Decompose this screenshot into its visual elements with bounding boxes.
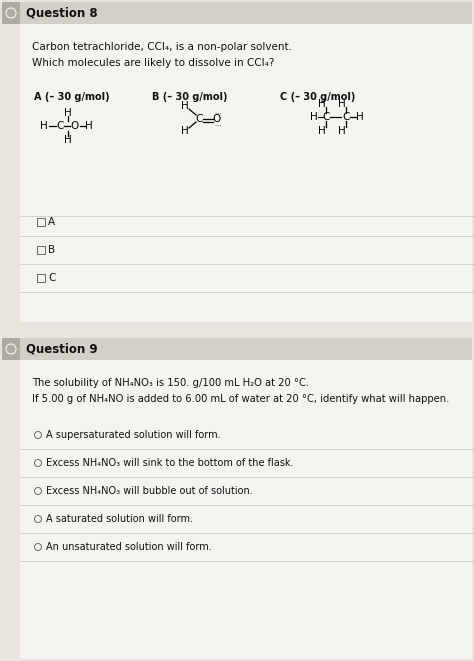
Text: A saturated solution will form.: A saturated solution will form. [46,514,193,524]
Text: Question 8: Question 8 [26,7,98,20]
Text: ⋯: ⋯ [214,110,220,116]
Bar [0,322,474,338]
Bar [2,338,20,360]
Text: Question 9: Question 9 [26,342,98,356]
Bar [37,246,45,254]
Text: C: C [56,121,64,131]
Text: H: H [338,99,346,109]
Text: Carbon tetrachloride, CCl₄, is a non-polar solvent.: Carbon tetrachloride, CCl₄, is a non-pol… [32,42,292,52]
Text: C (– 30 g/mol): C (– 30 g/mol) [280,92,356,102]
Bar [2,2,20,24]
Text: Which molecules are likely to dissolve in CCl₄?: Which molecules are likely to dissolve i… [32,58,274,68]
Text: O: O [213,114,221,124]
Bar [20,24,472,322]
Circle shape [35,488,42,494]
Circle shape [35,432,42,438]
Circle shape [35,543,42,551]
Bar [20,338,472,360]
Text: O: O [71,121,79,131]
Text: C: C [48,273,55,283]
Text: H: H [181,126,189,136]
Text: C: C [322,112,330,122]
Text: B: B [48,245,55,255]
Text: B (– 30 g/mol): B (– 30 g/mol) [152,92,228,102]
Bar [20,2,472,24]
Text: The solubility of NH₄NO₃ is 150. g/100 mL H₂O at 20 °C.: The solubility of NH₄NO₃ is 150. g/100 m… [32,378,309,388]
Text: A supersaturated solution will form.: A supersaturated solution will form. [46,430,220,440]
Text: C: C [195,114,203,124]
Circle shape [35,516,42,522]
Text: H: H [181,101,189,111]
Text: H: H [64,135,72,145]
Text: H: H [338,126,346,136]
Text: An unsaturated solution will form.: An unsaturated solution will form. [46,542,212,552]
Circle shape [35,459,42,467]
Text: H: H [356,112,364,122]
Text: H: H [64,108,72,118]
Text: If 5.00 g of NH₄NO is added to 6.00 mL of water at 20 °C, identify what will hap: If 5.00 g of NH₄NO is added to 6.00 mL o… [32,394,449,404]
Text: Excess NH₄NO₃ will bubble out of solution.: Excess NH₄NO₃ will bubble out of solutio… [46,486,253,496]
Bar [37,274,45,282]
Text: A (– 30 g/mol): A (– 30 g/mol) [34,92,109,102]
Bar [37,218,45,226]
Text: A: A [48,217,55,227]
Text: ⋯: ⋯ [214,122,220,128]
Text: H: H [318,99,326,109]
Text: H: H [40,121,48,131]
Text: H: H [310,112,318,122]
Text: Excess NH₄NO₃ will sink to the bottom of the flask.: Excess NH₄NO₃ will sink to the bottom of… [46,458,293,468]
Text: H: H [85,121,93,131]
Bar [20,360,472,659]
Text: ..: .. [73,118,77,123]
Text: H: H [318,126,326,136]
Text: C: C [342,112,350,122]
